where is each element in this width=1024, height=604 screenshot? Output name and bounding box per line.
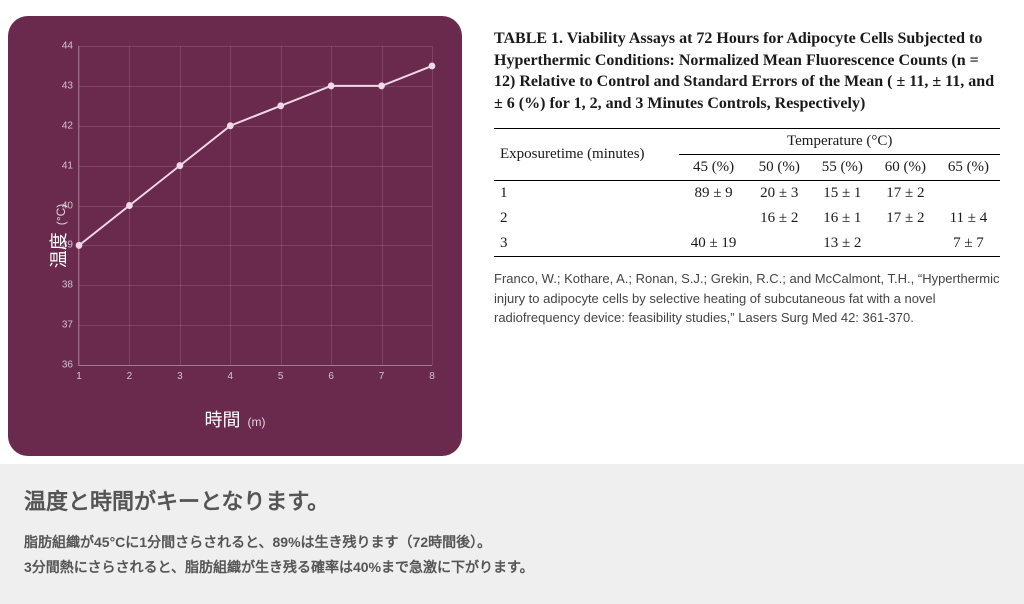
x-tick: 1 [76, 371, 82, 382]
table-header-row-1: Exposuretime (minutes) Temperature (°C) [494, 129, 1000, 155]
x-tick: 3 [177, 371, 183, 382]
table-cell: 89 ± 9 [679, 181, 747, 207]
table-cell: 7 ± 7 [937, 231, 1000, 257]
y-tick: 39 [62, 240, 73, 251]
table-cell: 11 ± 4 [937, 206, 1000, 231]
row-label: 3 [494, 231, 679, 257]
table-cell [874, 231, 937, 257]
top-row: 温度 (°C) 36373839404142434412345678 時間 (m… [0, 0, 1024, 464]
table-row: 189 ± 920 ± 315 ± 117 ± 2 [494, 181, 1000, 207]
table-row: 340 ± 19 13 ± 2 7 ± 7 [494, 231, 1000, 257]
table-cell: 17 ± 2 [874, 206, 937, 231]
col-header: 45 (%) [679, 155, 747, 181]
col-header: 60 (%) [874, 155, 937, 181]
row-label: 2 [494, 206, 679, 231]
y-tick: 42 [62, 120, 73, 131]
table-body: 189 ± 920 ± 315 ± 117 ± 2216 ± 216 ± 117… [494, 181, 1000, 257]
table-cell [748, 231, 811, 257]
table-cell [937, 181, 1000, 207]
bottom-line-2: 3分間熱にさらされると、脂肪組織が生き残る確率は40%まで急激に下がります。 [24, 555, 1000, 580]
row-header-label: Exposuretime (minutes) [494, 129, 679, 181]
citation: Franco, W.; Kothare, A.; Ronan, S.J.; Gr… [494, 269, 1000, 328]
y-tick: 41 [62, 160, 73, 171]
table-panel: TABLE 1. Viability Assays at 72 Hours fo… [494, 8, 1024, 464]
table-cell: 16 ± 1 [811, 206, 874, 231]
chart-panel: 温度 (°C) 36373839404142434412345678 時間 (m… [0, 8, 470, 464]
row-label: 1 [494, 181, 679, 207]
y-tick: 38 [62, 280, 73, 291]
x-tick: 8 [429, 371, 435, 382]
table-cell: 16 ± 2 [748, 206, 811, 231]
table-cell: 15 ± 1 [811, 181, 874, 207]
table-cell: 20 ± 3 [748, 181, 811, 207]
x-tick: 5 [278, 371, 284, 382]
col-header: 55 (%) [811, 155, 874, 181]
table-cell: 13 ± 2 [811, 231, 874, 257]
span-header: Temperature (°C) [679, 129, 1000, 155]
x-axis-label: 時間 (m) [204, 406, 265, 432]
table-cell: 40 ± 19 [679, 231, 747, 257]
bottom-heading: 温度と時間がキーとなります。 [24, 484, 1000, 516]
chart-area: 36373839404142434412345678 [78, 46, 432, 366]
x-tick: 2 [127, 371, 133, 382]
y-tick: 43 [62, 80, 73, 91]
y-tick: 40 [62, 200, 73, 211]
x-tick: 6 [328, 371, 334, 382]
bottom-section: 温度と時間がキーとなります。 脂肪組織が45°Cに1分間さらされると、89%は生… [0, 464, 1024, 604]
table-title: TABLE 1. Viability Assays at 72 Hours fo… [494, 28, 1000, 114]
x-label-text: 時間 [204, 410, 240, 430]
y-tick: 44 [62, 41, 73, 52]
y-tick: 37 [62, 320, 73, 331]
y-axis-label: 温度 (°C) [45, 204, 71, 268]
col-header: 50 (%) [748, 155, 811, 181]
col-header: 65 (%) [937, 155, 1000, 181]
table-cell [679, 206, 747, 231]
y-tick: 36 [62, 360, 73, 371]
table-cell: 17 ± 2 [874, 181, 937, 207]
table-row: 2 16 ± 216 ± 117 ± 211 ± 4 [494, 206, 1000, 231]
chart-card: 温度 (°C) 36373839404142434412345678 時間 (m… [8, 16, 462, 456]
x-tick: 4 [228, 371, 234, 382]
bottom-line-1: 脂肪組織が45°Cに1分間さらされると、89%は生き残ります（72時間後）。 [24, 530, 1000, 555]
x-tick: 7 [379, 371, 385, 382]
x-label-unit: (m) [248, 415, 266, 429]
data-table: Exposuretime (minutes) Temperature (°C) … [494, 128, 1000, 257]
